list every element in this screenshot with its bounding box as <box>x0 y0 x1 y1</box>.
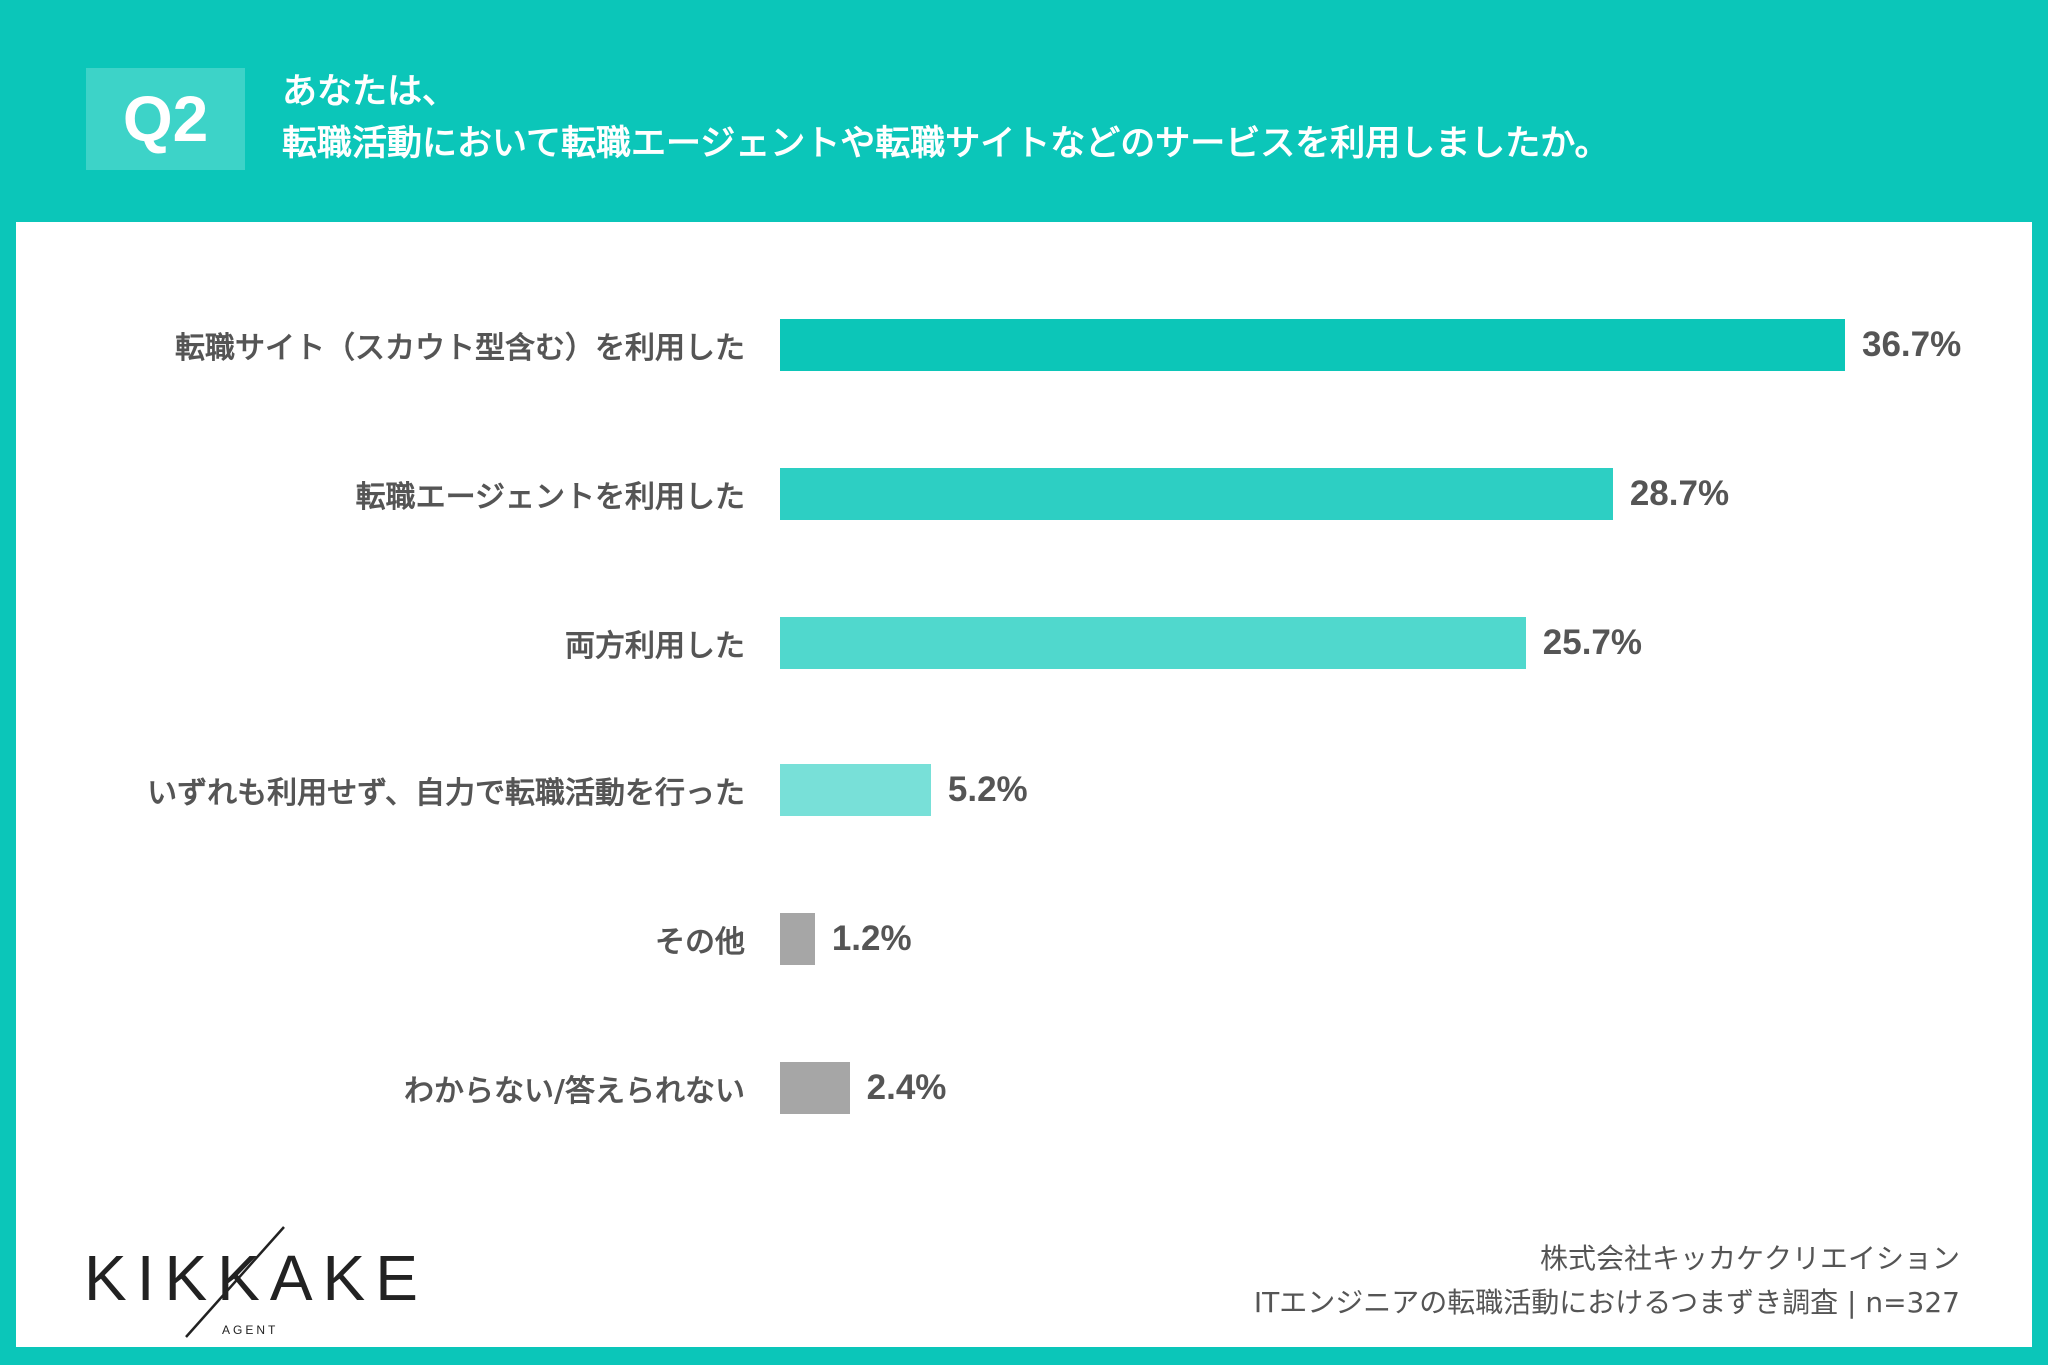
title-line-1: あなたは、 <box>282 72 458 112</box>
svg-text:KIKKAKE: KIKKAKE <box>84 1242 428 1314</box>
value-label: 1.2% <box>831 919 912 958</box>
kikkake-agent-logo: KIKKAKE AGENT <box>84 1226 428 1338</box>
value-label: 5.2% <box>947 770 1028 809</box>
bar <box>780 1062 850 1114</box>
category-label: 両方利用した <box>565 629 745 664</box>
bar <box>780 764 931 816</box>
value-label: 28.7% <box>1629 474 1730 513</box>
bar <box>780 913 815 965</box>
category-label: 転職エージェントを利用した <box>355 480 745 515</box>
category-label: 転職サイト（スカウト型含む）を利用した <box>175 331 745 366</box>
value-label: 36.7% <box>1862 325 1962 364</box>
bar <box>780 319 1845 371</box>
svg-text:AGENT: AGENT <box>222 1323 278 1337</box>
value-label: 2.4% <box>866 1068 947 1107</box>
category-label: いずれも利用せず、自力で転職活動を行った <box>147 776 745 811</box>
chart-panel <box>16 222 2032 1347</box>
title-line-2: 転職活動において転職エージェントや転職サイトなどのサービスを利用しましたか。 <box>282 124 1610 164</box>
footer-credits: 株式会社キッカケクリエイション ITエンジニアの転職活動におけるつまずき調査 |… <box>1254 1237 1960 1325</box>
question-title: あなたは、 転職活動において転職エージェントや転職サイトなどのサービスを利用しま… <box>282 66 1610 170</box>
category-label: その他 <box>655 925 745 960</box>
question-badge: Q2 <box>86 68 245 170</box>
company-name: 株式会社キッカケクリエイション <box>1539 1242 1960 1275</box>
bar <box>780 468 1613 520</box>
survey-name: ITエンジニアの転職活動におけるつまずき調査 | n=327 <box>1253 1286 1960 1319</box>
bar <box>780 617 1526 669</box>
category-label: わからない/答えられない <box>404 1074 745 1109</box>
value-label: 25.7% <box>1542 623 1643 662</box>
